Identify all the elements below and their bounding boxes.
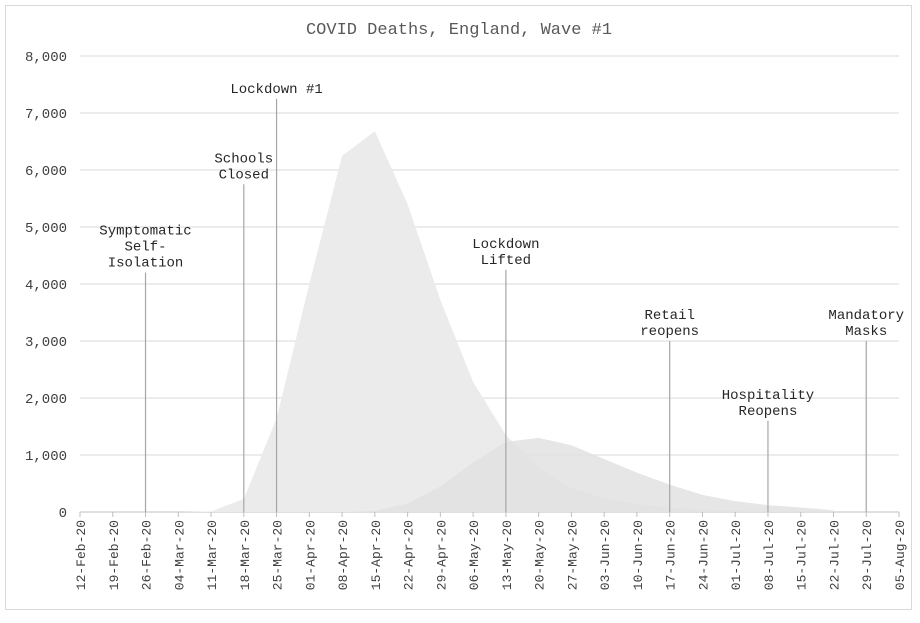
- annotation-label: Lockdown #1: [230, 82, 322, 98]
- annotation-label: Lockdown: [472, 237, 539, 253]
- annotation-label: Symptomatic: [99, 224, 191, 240]
- annotation-label: Reopens: [739, 404, 798, 420]
- annotation-label: Lifted: [481, 253, 531, 269]
- x-tick-label: 20-May-20: [533, 520, 548, 590]
- chart-svg: COVID Deaths, England, Wave #1 Symptomat…: [25, 21, 908, 590]
- y-tick-label: 8,000: [25, 50, 67, 66]
- x-tick-label: 27-May-20: [565, 520, 580, 590]
- x-tick-label: 29-Jul-20: [860, 520, 875, 590]
- x-tick-label: 19-Feb-20: [107, 520, 122, 590]
- chart-title: COVID Deaths, England, Wave #1: [306, 21, 612, 40]
- series-areas: [80, 131, 834, 512]
- x-tick-label: 08-Jul-20: [762, 520, 777, 590]
- x-tick-label: 11-Mar-20: [205, 520, 220, 590]
- x-tick-label: 29-Apr-20: [434, 520, 449, 590]
- y-tick-label: 7,000: [25, 107, 67, 123]
- y-axis: 0 1,000 2,000 3,000 4,000 5,000 6,000 7,000 8,00…: [25, 50, 67, 522]
- chart-frame: COVID Deaths, England, Wave #1 Symptomat…: [5, 5, 912, 610]
- series-area: [80, 131, 834, 512]
- annotation-label: Schools: [214, 151, 273, 167]
- series-area: [80, 437, 834, 512]
- y-tick-label: 6,000: [25, 164, 67, 180]
- annotation-label: Mandatory: [828, 308, 904, 324]
- x-axis: 12-Feb-20 19-Feb-20 26-Feb-20 04-Mar-20 11-M…: [74, 512, 908, 590]
- x-tick-label: 03-Jun-20: [598, 520, 613, 590]
- x-tick-label: 05-Aug-20: [893, 520, 908, 590]
- y-tick-label: 4,000: [25, 278, 67, 294]
- y-tick-label: 0: [59, 506, 67, 522]
- x-tick-label: 06-May-20: [467, 520, 482, 590]
- y-tick-label: 5,000: [25, 221, 67, 237]
- annotation-label: Retail: [644, 308, 694, 324]
- x-tick-label: 04-Mar-20: [172, 520, 187, 590]
- x-tick-label: 12-Feb-20: [74, 520, 89, 590]
- x-tick-label: 01-Jul-20: [729, 520, 744, 590]
- x-tick-label: 10-Jun-20: [631, 520, 646, 590]
- x-tick-label: 25-Mar-20: [271, 520, 286, 590]
- x-tick-label: 18-Mar-20: [238, 520, 253, 590]
- x-tick-label: 08-Apr-20: [336, 520, 351, 590]
- x-tick-label: 13-May-20: [500, 520, 515, 590]
- annotation-label: Hospitality: [722, 388, 814, 404]
- annotation-label: Self-: [125, 240, 167, 256]
- x-tick-label: 22-Jul-20: [827, 520, 842, 590]
- x-tick-label: 24-Jun-20: [696, 520, 711, 590]
- gridlines: [80, 55, 899, 513]
- y-tick-label: 3,000: [25, 335, 67, 351]
- annotation-label: Masks: [845, 324, 887, 340]
- x-tick-label: 22-Apr-20: [402, 520, 417, 590]
- y-tick-label: 2,000: [25, 392, 67, 408]
- x-tick-label: 15-Apr-20: [369, 520, 384, 590]
- x-tick-label: 17-Jun-20: [664, 520, 679, 590]
- x-tick-label: 01-Apr-20: [303, 520, 318, 590]
- annotation-label: Closed: [219, 167, 269, 183]
- y-tick-label: 1,000: [25, 449, 67, 465]
- annotation-label: reopens: [640, 324, 699, 340]
- annotation-label: Isolation: [108, 256, 184, 272]
- x-tick-label: 26-Feb-20: [140, 520, 155, 590]
- x-tick-label: 15-Jul-20: [795, 520, 810, 590]
